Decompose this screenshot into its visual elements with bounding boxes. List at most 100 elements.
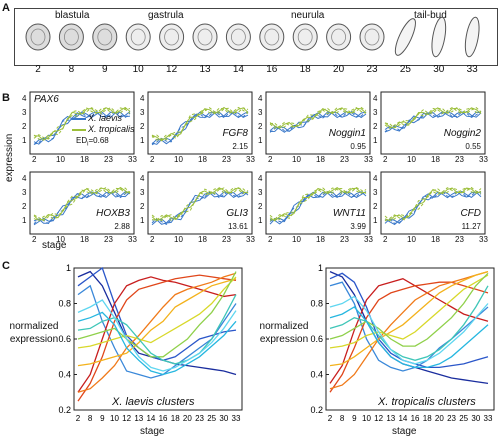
y-tick: 4 [140,174,145,183]
embryo-20 [326,23,352,51]
x-tick-label: 12 [122,414,131,423]
x-tick-label: 23 [447,414,456,423]
stage-num-14: 14 [232,64,244,75]
x-tick-label: 25 [207,414,216,423]
laevis-replicate-line [33,191,131,224]
x-tick-label: 2 [76,414,81,423]
tropicalis-replicate-line [151,187,249,222]
x-tick-label: 10 [362,414,371,423]
tropicalis-replicate-line [269,106,367,129]
plot-frame [380,171,486,235]
plot-frame [147,91,253,155]
y-tick-label: 0.2 [58,405,71,415]
plot-frame [29,91,135,155]
ed-subscript: i [87,141,89,148]
laevis-replicate-line [269,190,367,223]
tropicalis-cluster-8 [329,274,489,349]
laevis-replicate-line [384,190,482,226]
laevis-replicate-line [33,190,131,225]
laevis-cluster-7 [77,278,237,367]
embryo-14 [225,23,251,51]
x-tick: 18 [80,235,89,244]
stage-num-18: 18 [299,64,311,75]
embryo-30 [431,16,447,58]
laevis-cluster-10 [77,294,237,365]
laevis-cluster-chart: 1 0.8 0.6 0.4 0.2 2 8 9 10 12 13 14 16 18 20 23 25 30 33 [58,263,243,423]
x-tick-label: 2 [328,414,333,423]
group-tailbud: tail-bud [414,10,447,21]
tropicalis-replicate-line [269,106,367,129]
x-tick-label: 30 [219,414,228,423]
x-tick-label: 18 [423,414,432,423]
stage-num-25: 25 [399,64,411,75]
tropicalis-cluster-12 [329,295,489,365]
panel-b-ylabel: expression [4,133,15,182]
gene-name-noggin2: Noggin2 [443,128,481,139]
stage-num-10: 10 [132,64,144,75]
laevis-replicate-line [151,111,249,145]
tropicalis-replicate-line [33,187,131,222]
stage-num-20: 20 [333,64,345,75]
y-tick: 1 [258,216,263,225]
ylabel-line2: expression [259,334,309,345]
tropicalis-replicate-line [151,106,249,141]
y-tick-label: 0.8 [310,299,323,309]
x-tick: 33 [479,155,488,164]
panel-b-letter: B [2,92,10,104]
x-tick: 33 [479,235,488,244]
y-tick-label: 0.8 [58,299,71,309]
tropicalis-replicate-line [384,186,482,221]
x-tick: 23 [222,235,231,244]
x-tick: 2 [268,155,273,164]
x-tick-label: 14 [398,414,407,423]
laevis-replicate-line [269,191,367,225]
x-tick-label: 12 [374,414,383,423]
embryo-9 [92,23,118,51]
tropicalis-cluster-4 [329,277,489,384]
x-tick: 23 [222,155,231,164]
ed-value: 0.95 [350,142,366,151]
gene-plot-noggin1 [265,91,371,155]
x-tick: 18 [431,235,440,244]
x-tick: 23 [340,235,349,244]
x-tick-label: 25 [459,414,468,423]
laevis-cluster-11 [77,311,237,376]
tropicalis-replicate-line [384,187,482,222]
stage-num-13: 13 [199,64,211,75]
tropicalis-replicate-line [33,107,131,140]
gene-plot-gli3 [147,171,253,235]
tropicalis-replicate-line [151,107,249,141]
plot-frame [29,171,135,235]
x-tick-label: 16 [159,414,168,423]
gene-plot-wnt11 [265,171,371,235]
stage-num-8: 8 [68,64,75,75]
panel-b-xlabel: stage [42,240,67,251]
x-tick: 10 [292,155,301,164]
embryo-drawings [25,16,480,58]
y-tick: 3 [22,188,27,197]
x-tick: 23 [455,235,464,244]
tropicalis-replicate-line [151,187,249,221]
legend-swatch [72,118,86,120]
tropicalis-replicate-line [151,106,249,142]
gene-name-noggin1: Noggin1 [328,128,366,139]
ed-value-pax6: 0.68 [93,136,109,145]
stage-num-30: 30 [433,64,445,75]
laevis-cluster-5 [77,274,237,402]
y-tick-label: 0.4 [310,370,323,380]
ed-value: 2.88 [114,222,130,231]
ed-value: 13.61 [227,222,248,231]
y-tick: 4 [258,94,263,103]
gene-plot-noggin2 [380,91,486,155]
stage-num-9: 9 [102,64,108,75]
tropicalis-replicate-line [33,107,131,141]
ed-label-pax6: EDi=0.68 [76,136,109,148]
y-tick-label: 0.6 [58,334,71,344]
tropicalis-cluster-11 [329,306,489,369]
x-tick: 10 [56,235,65,244]
tropicalis-replicate-line [33,186,131,221]
x-tick-label: 23 [195,414,204,423]
x-tick: 18 [316,155,325,164]
x-tick: 33 [128,155,137,164]
x-tick-label: 33 [484,414,493,423]
